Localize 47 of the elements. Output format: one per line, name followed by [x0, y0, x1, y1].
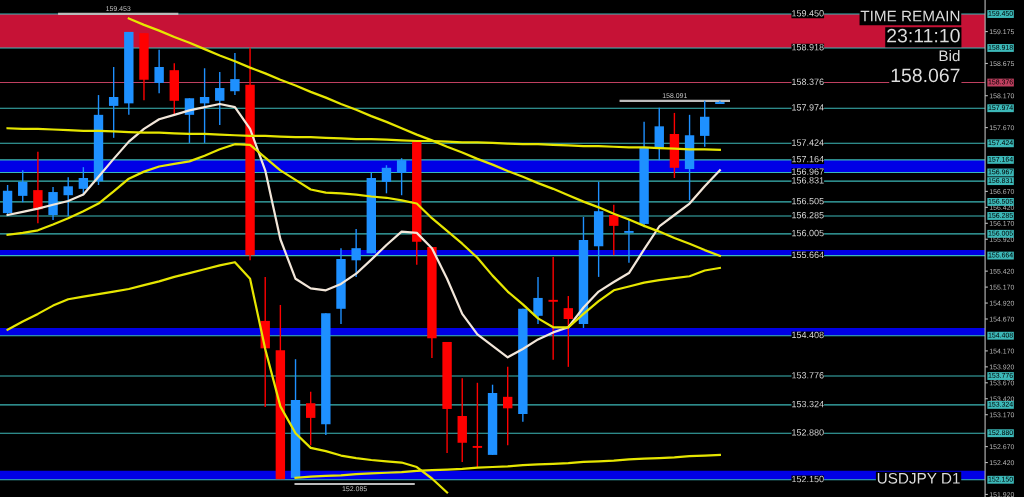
ref-line-label: 157.164: [792, 155, 824, 163]
ref-line-label: 156.005: [792, 229, 824, 237]
ref-line-label: 152.150: [792, 475, 824, 483]
text: Bid: [939, 50, 960, 62]
candlestick: [351, 228, 361, 278]
candlestick: [548, 256, 558, 361]
candlestick: [609, 204, 619, 256]
candlestick: [48, 186, 58, 221]
candlestick: [503, 366, 513, 447]
text: USDJPY D1: [877, 472, 960, 484]
candlestick: [108, 66, 119, 139]
candlestick: [381, 164, 392, 195]
candlestick: [18, 169, 28, 203]
text: 23:11:10: [887, 28, 960, 43]
candlestick: [63, 176, 73, 217]
candlestick: [199, 67, 210, 144]
ref-line-label: 156.967: [792, 168, 824, 175]
candlestick: [700, 100, 710, 148]
ref-line-label: 157.424: [792, 139, 824, 146]
ref-line-label: 159.450: [792, 10, 824, 17]
ref-line-label: 157.974: [792, 104, 824, 111]
line-series: [6, 143, 721, 329]
candlestick: [33, 151, 43, 224]
candlestick: [396, 157, 407, 196]
candlestick: [533, 276, 543, 325]
candlestick: [305, 391, 316, 447]
candlestick: [78, 166, 89, 196]
ref-line-label: 156.285: [792, 211, 824, 219]
ref-line-label: 156.831: [792, 177, 824, 184]
candlestick: [654, 107, 664, 161]
ref-line-label: 158.918: [792, 44, 824, 51]
candlestick: [2, 184, 13, 216]
candlestick: [230, 52, 240, 96]
ref-line-label: 152.880: [792, 429, 824, 436]
candlestick: [215, 71, 225, 126]
text: 158.067: [891, 68, 960, 83]
candlestick: [154, 49, 164, 94]
ref-line-label: 156.505: [792, 197, 824, 205]
candlestick: [472, 382, 483, 468]
candlestick: [563, 295, 574, 368]
ref-line-label: 158.376: [792, 78, 824, 85]
text: TIME REMAIN: [860, 10, 960, 22]
ref-line-label: 153.776: [792, 372, 824, 379]
ref-line-label: 155.664: [792, 251, 824, 259]
ref-line-label: 154.408: [792, 331, 824, 339]
candlestick: [624, 219, 634, 264]
ref-line-label: 153.324: [792, 400, 824, 408]
